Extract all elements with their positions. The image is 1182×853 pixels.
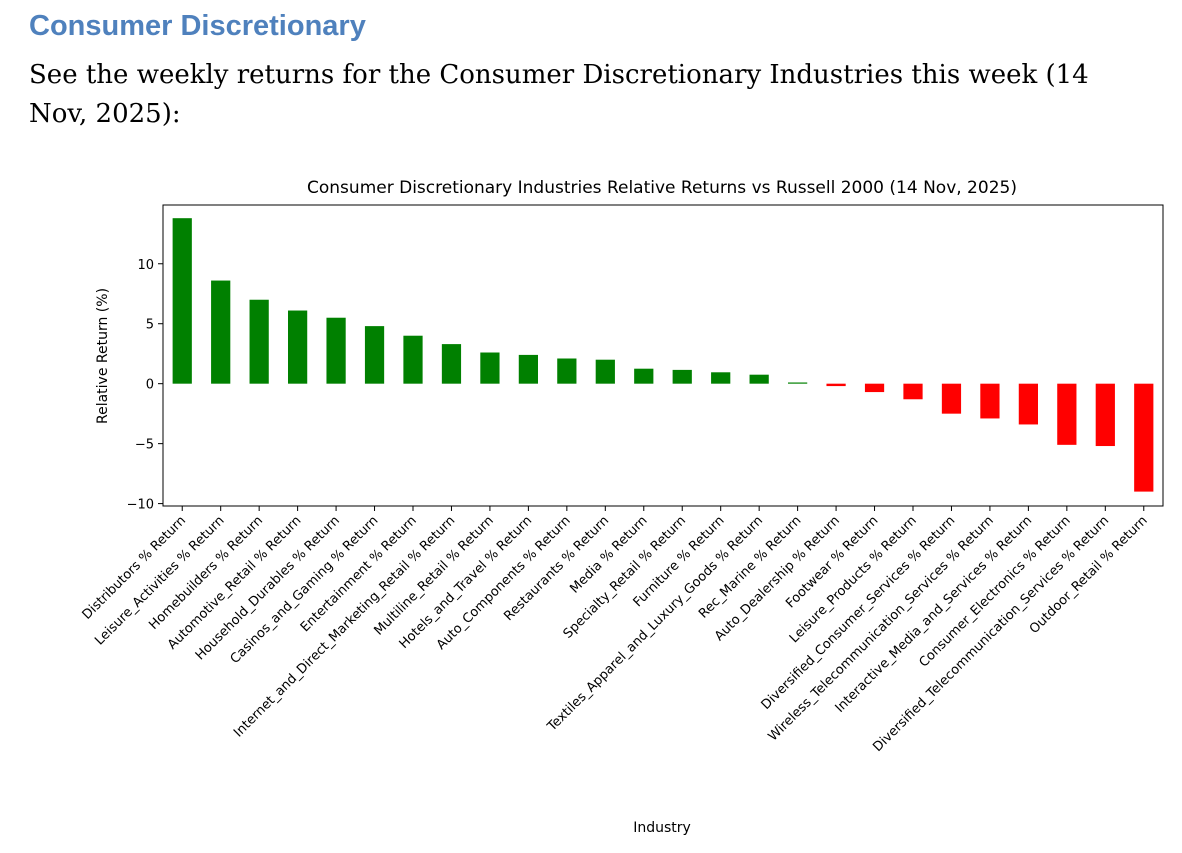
bar bbox=[941, 383, 962, 414]
bar bbox=[1057, 383, 1077, 445]
bar bbox=[980, 383, 1000, 419]
y-tick-label: −10 bbox=[127, 498, 154, 513]
bar bbox=[864, 383, 885, 393]
bar bbox=[788, 382, 808, 384]
bar bbox=[1134, 383, 1154, 492]
bar bbox=[595, 359, 615, 384]
section-heading: Consumer Discretionary bbox=[29, 10, 366, 42]
bar bbox=[288, 310, 308, 384]
y-tick-label: 5 bbox=[146, 318, 154, 333]
chart-title: Consumer Discretionary Industries Relati… bbox=[307, 178, 1017, 198]
bar bbox=[1095, 383, 1115, 447]
intro-text: See the weekly returns for the Consumer … bbox=[29, 60, 1089, 129]
bar bbox=[326, 317, 346, 384]
plot-frame bbox=[162, 204, 1164, 507]
bar bbox=[826, 383, 846, 387]
x-axis-label: Industry bbox=[633, 820, 691, 836]
bar bbox=[1018, 383, 1038, 425]
bar bbox=[441, 344, 462, 384]
bar bbox=[249, 299, 269, 384]
bar bbox=[634, 368, 654, 384]
y-axis-label: Relative Return (%) bbox=[95, 288, 111, 424]
bar bbox=[364, 326, 385, 384]
bar bbox=[211, 280, 231, 384]
y-tick-label: −5 bbox=[135, 438, 154, 453]
bar bbox=[518, 354, 538, 384]
bar bbox=[557, 358, 577, 384]
bar bbox=[749, 374, 769, 384]
bar bbox=[711, 372, 731, 384]
y-tick-label: 0 bbox=[146, 378, 154, 393]
bar bbox=[403, 335, 423, 384]
bar bbox=[672, 369, 692, 384]
y-tick-label: 10 bbox=[137, 258, 154, 273]
bar bbox=[903, 383, 923, 400]
bar bbox=[480, 352, 500, 384]
bar bbox=[172, 218, 192, 384]
